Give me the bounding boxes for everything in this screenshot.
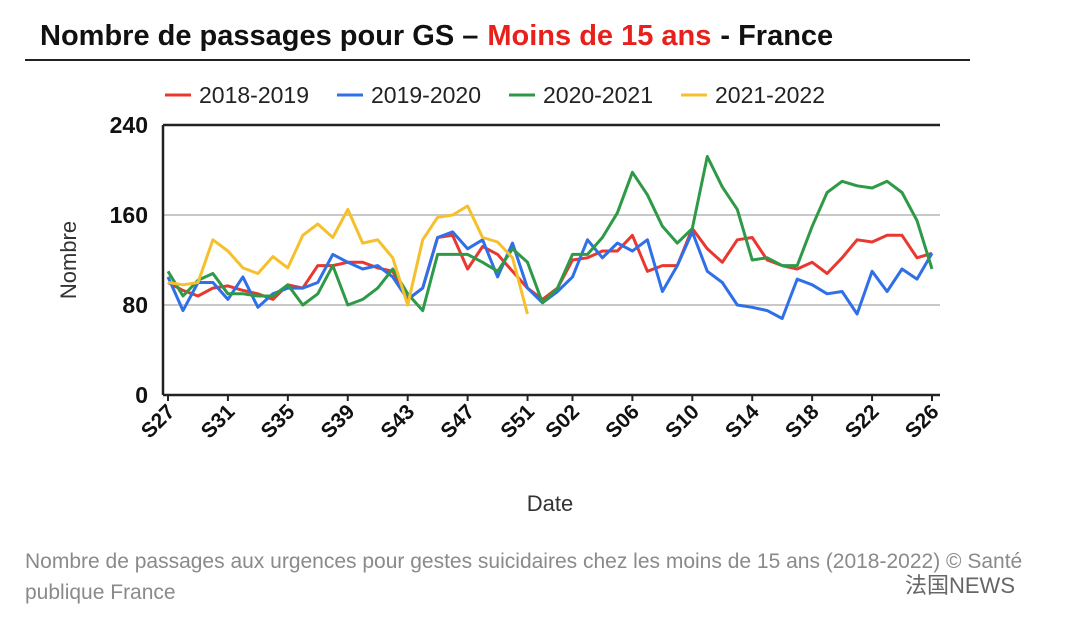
watermark: 法国NEWS bbox=[905, 573, 1016, 598]
title-highlight: Moins de 15 ans bbox=[487, 20, 712, 52]
x-axis-label: Date bbox=[527, 491, 573, 516]
x-tick-label: S10 bbox=[661, 400, 704, 443]
x-tick-label: S02 bbox=[541, 400, 584, 443]
x-tick-label: S47 bbox=[436, 400, 479, 443]
x-tick-label: S14 bbox=[721, 400, 764, 443]
legend-label: 2020-2021 bbox=[543, 82, 653, 108]
y-tick-label: 240 bbox=[110, 112, 148, 138]
chart-title: Nombre de passages pour GS – Moins de 15 … bbox=[40, 20, 842, 53]
series-line bbox=[166, 155, 934, 313]
series-line bbox=[167, 204, 529, 315]
x-tick-label: S18 bbox=[781, 400, 824, 443]
title-rule bbox=[25, 59, 970, 61]
x-tick-label: S22 bbox=[841, 400, 884, 443]
x-tick-label: S31 bbox=[197, 400, 240, 443]
title-suffix: - France bbox=[720, 20, 834, 52]
y-tick-label: 0 bbox=[135, 382, 148, 408]
title: Nombre de passages pour GS – bbox=[40, 20, 479, 52]
legend-label: 2018-2019 bbox=[199, 82, 309, 108]
x-tick-label: S06 bbox=[601, 400, 644, 443]
x-tick-label: S43 bbox=[377, 400, 420, 443]
y-tick-label: 80 bbox=[122, 292, 148, 318]
x-tick-label: S39 bbox=[317, 400, 360, 443]
x-tick-label: S35 bbox=[257, 400, 300, 443]
legend-label: 2019-2020 bbox=[371, 82, 481, 108]
x-tick-label: S26 bbox=[901, 400, 944, 443]
y-tick-label: 160 bbox=[110, 202, 148, 228]
legend-label: 2021-2022 bbox=[715, 82, 825, 108]
y-axis-label: Nombre bbox=[56, 221, 81, 299]
x-tick-label: S51 bbox=[496, 400, 539, 443]
caption: Nombre de passages aux urgences pour ges… bbox=[25, 550, 1023, 604]
